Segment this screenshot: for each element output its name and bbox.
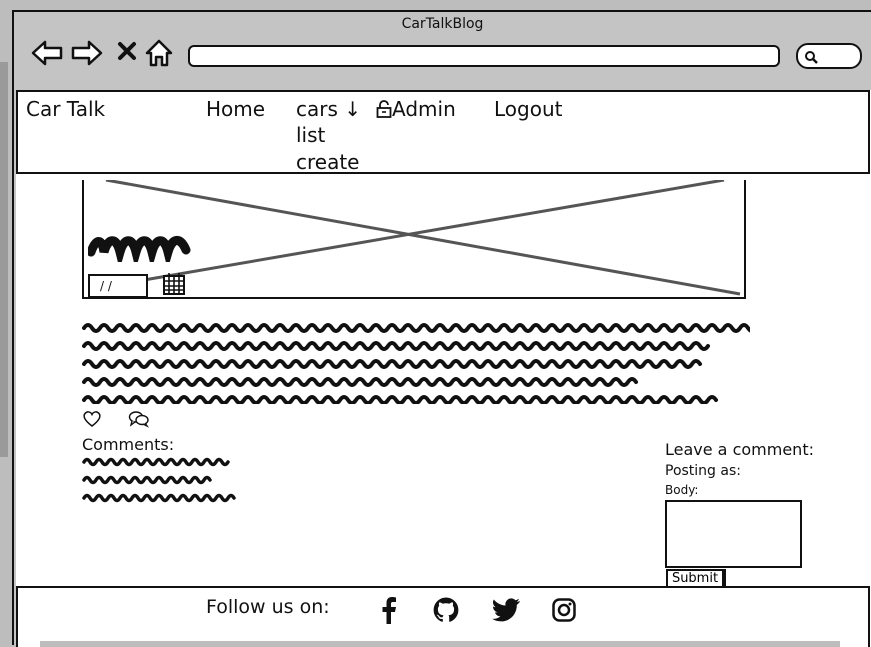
follow-us-label: Follow us on: [206,596,330,618]
vertical-scrollbar[interactable] [0,62,8,457]
browser-window: CarTalkBlog Car Talk Home cars ↓ list cr… [12,10,871,647]
nav-admin[interactable]: Admin [376,96,456,122]
address-bar[interactable] [188,45,780,67]
github-icon[interactable] [432,596,460,624]
facebook-icon[interactable] [378,596,400,624]
unlock-icon [376,100,392,118]
submit-button[interactable]: Submit [666,569,726,589]
date-input[interactable]: / / [88,274,148,298]
nav-cars-label: cars [296,97,338,121]
comment-form-title: Leave a comment: [665,440,814,459]
comments-title: Comments: [82,435,175,454]
back-icon[interactable] [30,38,64,68]
body-label: Body: [665,483,699,497]
search-field[interactable] [796,43,862,69]
heart-icon[interactable] [82,410,102,428]
post-body-scribble [82,323,750,404]
search-icon [805,51,818,64]
brand-link[interactable]: Car Talk [26,97,106,121]
forward-icon[interactable] [70,38,104,68]
home-icon[interactable] [144,38,174,68]
nav-home[interactable]: Home [206,97,266,121]
image-placeholder-cross [105,180,741,296]
nav-cars-create[interactable]: create [296,150,360,174]
navbar: Car Talk Home cars ↓ list create Admin L… [16,90,870,174]
twitter-icon[interactable] [492,598,520,622]
page-viewport: Car Talk Home cars ↓ list create Admin L… [16,90,871,647]
window-title: CarTalkBlog [401,16,484,32]
close-icon[interactable] [116,40,138,62]
posting-as-label: Posting as: [665,463,741,479]
nav-cars-list[interactable]: list [296,123,326,147]
comments-icon[interactable] [128,410,150,428]
calendar-icon[interactable] [162,272,186,296]
nav-admin-label: Admin [392,97,456,121]
nav-cars[interactable]: cars ↓ [296,96,361,122]
comment-list-scribble [82,457,236,503]
post-title-scribble [88,236,191,262]
instagram-icon[interactable] [552,598,576,622]
nav-logout[interactable]: Logout [494,97,563,121]
post-image-placeholder [82,180,746,299]
arrow-down-icon: ↓ [344,97,362,121]
horizontal-scrollbar[interactable] [40,641,840,647]
comment-body-textarea[interactable] [665,500,802,568]
footer: Follow us on: [16,586,870,647]
